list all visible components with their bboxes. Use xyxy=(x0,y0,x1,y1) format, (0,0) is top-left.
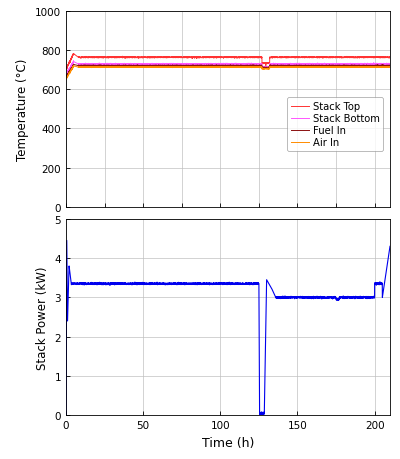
Fuel In xyxy=(64,75,68,80)
Fuel In xyxy=(388,63,392,69)
Stack Bottom xyxy=(64,74,68,79)
Fuel In xyxy=(71,62,76,68)
Stack Bottom xyxy=(71,59,76,65)
Fuel In xyxy=(202,64,207,69)
Air In xyxy=(313,65,318,71)
Line: Air In: Air In xyxy=(66,67,390,81)
Stack Top xyxy=(64,68,68,73)
Fuel In xyxy=(313,64,318,69)
Line: Stack Bottom: Stack Bottom xyxy=(66,62,390,77)
Fuel In xyxy=(272,63,277,69)
Line: Fuel In: Fuel In xyxy=(66,65,390,78)
Fuel In xyxy=(64,75,69,81)
Air In xyxy=(98,65,103,71)
Stack Top xyxy=(202,56,207,61)
Air In xyxy=(388,65,392,70)
Air In xyxy=(356,65,360,71)
Stack Bottom xyxy=(190,62,194,67)
Air In xyxy=(71,64,76,69)
Legend: Stack Top, Stack Bottom, Fuel In, Air In: Stack Top, Stack Bottom, Fuel In, Air In xyxy=(286,98,383,152)
Stack Top xyxy=(64,67,68,73)
Stack Top xyxy=(356,56,360,61)
Air In xyxy=(202,66,207,71)
Air In xyxy=(272,65,277,71)
Air In xyxy=(64,78,68,84)
Y-axis label: Stack Power (kW): Stack Power (kW) xyxy=(36,266,49,369)
Stack Top xyxy=(272,55,277,61)
Stack Top xyxy=(190,56,194,61)
Stack Bottom xyxy=(272,62,277,68)
Fuel In xyxy=(190,63,194,69)
Fuel In xyxy=(98,63,103,68)
Stack Top xyxy=(313,56,318,61)
X-axis label: Time (h): Time (h) xyxy=(202,436,254,449)
Stack Bottom xyxy=(388,62,392,67)
Y-axis label: Temperature (°C): Temperature (°C) xyxy=(16,58,30,161)
Stack Bottom xyxy=(98,62,103,67)
Air In xyxy=(190,65,194,71)
Stack Top xyxy=(71,51,76,57)
Fuel In xyxy=(356,63,360,69)
Stack Top xyxy=(98,56,103,61)
Stack Bottom xyxy=(202,62,207,67)
Stack Top xyxy=(388,55,392,61)
Stack Bottom xyxy=(356,62,360,68)
Stack Bottom xyxy=(313,63,318,68)
Line: Stack Top: Stack Top xyxy=(66,54,390,71)
